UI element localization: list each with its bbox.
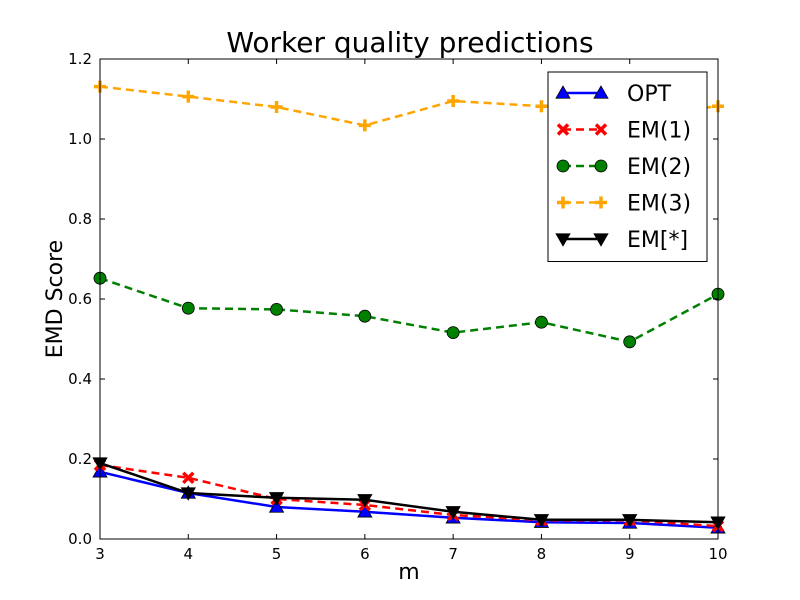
y-tick-label: 1.2 <box>68 50 92 68</box>
data-point <box>182 90 195 103</box>
data-point <box>446 326 460 340</box>
x-tick-label: 3 <box>95 545 105 563</box>
legend-marker <box>556 123 570 136</box>
data-point <box>623 335 637 349</box>
x-tick-label: 7 <box>448 545 458 563</box>
legend-marker <box>557 196 569 209</box>
legend-box <box>547 71 708 262</box>
data-point <box>270 302 283 316</box>
series-line <box>100 470 718 530</box>
data-point <box>270 101 283 113</box>
series-line <box>100 461 718 524</box>
y-axis-label: EMD Score <box>43 240 68 358</box>
data-point <box>535 100 548 113</box>
y-tick-label: 0.2 <box>68 450 92 468</box>
legend-label: EM(1) <box>627 119 691 144</box>
series-em <box>92 457 726 531</box>
x-tick-label: 4 <box>184 545 194 563</box>
data-point <box>447 95 460 107</box>
data-point <box>182 471 195 485</box>
x-axis: 3 4 5 6 7 8 9 10 <box>95 59 728 563</box>
legend-marker <box>556 159 570 173</box>
legend-label: EM[*] <box>627 228 688 253</box>
legend-marker <box>594 159 608 173</box>
legend-marker <box>593 233 609 247</box>
data-point <box>358 119 371 132</box>
data-point <box>622 514 638 528</box>
legend-marker <box>594 123 608 136</box>
y-tick-label: 0.0 <box>68 530 92 548</box>
legend-entry: EM(3) <box>557 192 691 217</box>
x-tick-label: 6 <box>360 545 370 563</box>
legend-marker <box>555 85 571 99</box>
data-point <box>357 494 373 508</box>
y-tick-label: 0.8 <box>68 210 92 228</box>
data-point <box>445 506 461 520</box>
chart-title: Worker quality predictions <box>226 26 593 59</box>
legend-label: EM(2) <box>627 155 691 180</box>
data-point <box>181 301 195 315</box>
legend-marker <box>595 196 607 209</box>
data-point <box>268 492 285 506</box>
series-line <box>100 463 718 528</box>
y-tick-label: 0.6 <box>68 290 92 308</box>
legend-label: OPT <box>627 82 672 107</box>
data-point <box>268 499 285 513</box>
y-tick-label: 1.0 <box>68 130 92 148</box>
legend-entry: EM(1) <box>556 119 691 144</box>
data-point <box>533 514 550 528</box>
legend: OPT EM(1) EM(2) EM(3) EM[*] <box>547 71 708 262</box>
x-tick-label: 9 <box>625 545 635 563</box>
data-point <box>358 309 372 323</box>
legend-label: EM(3) <box>627 192 691 217</box>
data-point <box>180 487 196 501</box>
data-point <box>535 315 548 329</box>
legend-entry: EM(2) <box>556 155 691 180</box>
y-axis: 0.0 0.2 0.4 0.6 0.8 1.0 1.2 <box>68 50 718 548</box>
series-em-2 <box>93 271 725 349</box>
x-axis-label: m <box>398 560 419 585</box>
series-line <box>100 277 718 344</box>
x-tick-label: 5 <box>272 545 282 563</box>
x-tick-label: 8 <box>537 545 547 563</box>
legend-marker <box>555 233 571 247</box>
x-tick-label: 10 <box>708 545 727 563</box>
legend-marker <box>593 85 609 99</box>
legend-entry: EM[*] <box>555 228 688 253</box>
y-tick-label: 0.4 <box>68 370 92 388</box>
legend-entry: OPT <box>555 82 672 107</box>
